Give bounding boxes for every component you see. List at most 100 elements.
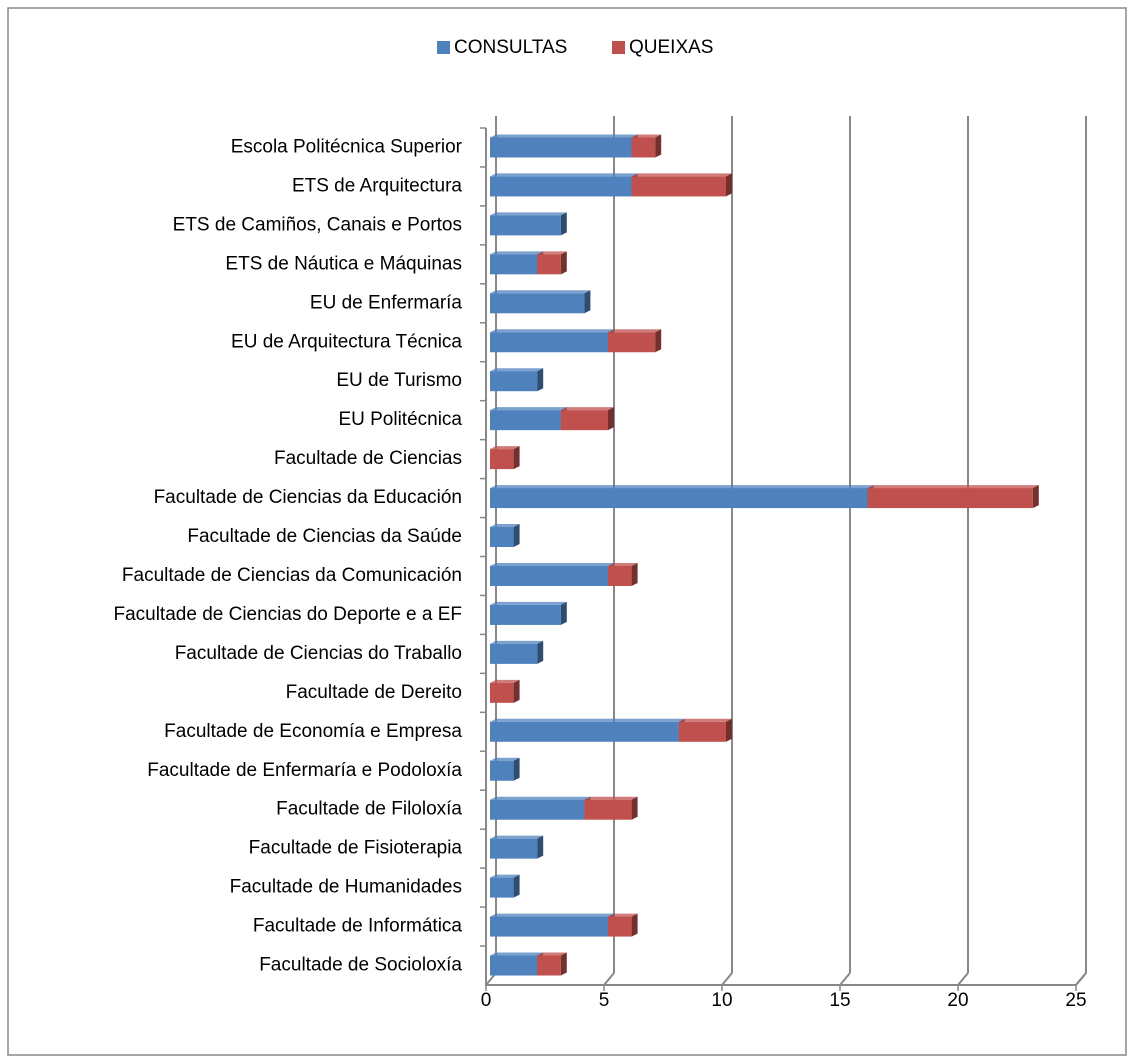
- bar-face: [490, 488, 868, 509]
- bar-face: [490, 251, 544, 255]
- bar-face: [631, 562, 638, 586]
- y-tick-label: EU de Enfermaría: [310, 292, 462, 313]
- bar-face: [490, 254, 538, 275]
- bar-face: [490, 485, 874, 489]
- grid-line: [957, 972, 969, 986]
- bar-face: [631, 176, 726, 197]
- bar-face: [655, 134, 662, 158]
- y-tick-label: EU de Arquitectura Técnica: [231, 331, 462, 352]
- y-tick-label: Facultade de Fisioterapia: [249, 838, 463, 859]
- x-tick-label: 15: [829, 990, 850, 1011]
- bar-face: [1032, 485, 1039, 509]
- bar-face: [560, 251, 567, 275]
- bar-face: [490, 524, 520, 528]
- bar: [490, 757, 520, 781]
- bar: [608, 913, 638, 937]
- bar: [490, 290, 591, 314]
- bar-face: [726, 718, 732, 742]
- x-tick-label: 5: [599, 990, 610, 1011]
- bar-face: [490, 601, 567, 605]
- bar-face: [490, 604, 561, 625]
- x-tick-label: 0: [481, 990, 492, 1011]
- bar: [490, 329, 614, 353]
- bar: [584, 796, 638, 820]
- y-tick-label: ETS de Camiños, Canais e Portos: [173, 214, 462, 235]
- bar: [490, 524, 520, 548]
- y-tick-label: EU Politécnica: [338, 409, 462, 430]
- bar: [490, 407, 567, 431]
- bar-face: [490, 290, 591, 294]
- bar: [490, 952, 544, 976]
- bar: [490, 835, 544, 859]
- y-tick-label: Facultade de Ciencias do Deporte e a EF: [113, 604, 462, 625]
- bar-face: [608, 913, 638, 917]
- bar: [490, 601, 567, 625]
- bar-face: [608, 332, 656, 353]
- bar: [537, 251, 567, 275]
- bar-face: [490, 332, 608, 353]
- bar-face: [631, 137, 656, 158]
- bar: [867, 485, 1039, 509]
- y-tick-label: Facultade de Informática: [253, 916, 463, 937]
- bar-face: [560, 410, 608, 431]
- bar-face: [490, 835, 544, 839]
- bar-face: [631, 913, 638, 937]
- bar: [490, 562, 614, 586]
- bar-face: [655, 329, 662, 353]
- bar: [490, 446, 520, 470]
- bar: [490, 796, 591, 820]
- bar: [678, 718, 732, 742]
- bar-face: [513, 679, 520, 703]
- bar-face: [726, 173, 732, 197]
- bar-face: [608, 565, 632, 586]
- bar-face: [631, 134, 662, 138]
- y-tick-label: ETS de Arquitectura: [292, 175, 462, 196]
- bar-face: [490, 329, 614, 333]
- bar-face: [537, 640, 544, 664]
- bar-face: [490, 955, 538, 976]
- bar-face: [490, 757, 520, 761]
- bar-face: [513, 874, 520, 898]
- bar: [490, 212, 567, 236]
- y-tick-label: Facultade de Ciencias da Comunicación: [122, 565, 462, 586]
- bar-face: [490, 913, 614, 917]
- bar: [490, 485, 874, 509]
- bar-face: [490, 640, 544, 644]
- bar-face: [490, 527, 514, 548]
- bar-face: [678, 718, 732, 722]
- grid-line: [603, 972, 615, 986]
- bar-face: [490, 760, 514, 781]
- bar: [608, 329, 662, 353]
- y-tick-label: Facultade de Socioloxía: [259, 955, 462, 976]
- bar-face: [490, 838, 538, 859]
- bar-face: [608, 329, 662, 333]
- bar-face: [537, 955, 561, 976]
- bar-face: [490, 293, 585, 314]
- bar-face: [490, 643, 538, 664]
- bar: [490, 134, 638, 158]
- bar-face: [490, 446, 520, 450]
- bar: [490, 718, 685, 742]
- bar-face: [584, 799, 632, 820]
- y-tick-label: Facultade de Ciencias do Traballo: [175, 643, 462, 664]
- bar-face: [490, 682, 514, 703]
- x-tick-label: 25: [1065, 990, 1086, 1011]
- bar: [490, 173, 638, 197]
- y-tick-label: Facultade de Ciencias da Educación: [154, 487, 462, 508]
- y-tick-label: Facultade de Economía e Empresa: [164, 721, 462, 742]
- chart-border: [7, 7, 1127, 1056]
- bar-face: [490, 137, 632, 158]
- bar-face: [490, 176, 632, 197]
- y-tick-label: Facultade de Humanidades: [230, 877, 462, 898]
- bar-face: [537, 368, 544, 392]
- bar-face: [490, 173, 638, 177]
- legend-label: QUEIXAS: [629, 37, 713, 58]
- bar-face: [537, 835, 544, 859]
- bar-face: [490, 916, 608, 937]
- y-tick-label: Escola Politécnica Superior: [231, 136, 463, 157]
- bar-face: [490, 371, 538, 392]
- bar-face: [584, 796, 638, 800]
- bar-face: [560, 952, 567, 976]
- bar-face: [490, 449, 514, 470]
